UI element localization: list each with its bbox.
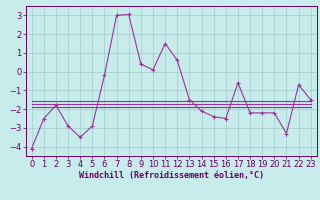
X-axis label: Windchill (Refroidissement éolien,°C): Windchill (Refroidissement éolien,°C) xyxy=(79,171,264,180)
